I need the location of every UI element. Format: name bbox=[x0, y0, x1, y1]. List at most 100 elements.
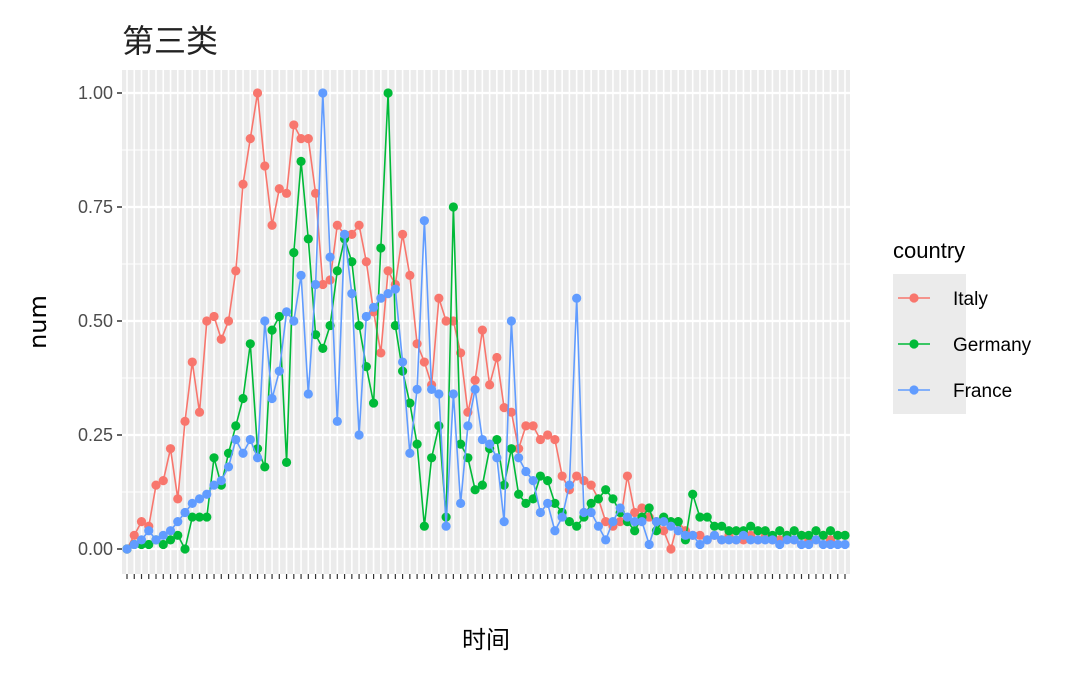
data-point bbox=[825, 526, 836, 536]
data-point bbox=[165, 526, 176, 536]
data-point bbox=[746, 535, 756, 545]
data-point bbox=[281, 307, 292, 317]
data-point bbox=[173, 530, 183, 540]
data-point bbox=[310, 188, 321, 198]
data-point bbox=[688, 489, 698, 499]
data-point bbox=[485, 439, 495, 449]
data-point bbox=[180, 544, 190, 554]
data-point bbox=[303, 134, 313, 144]
data-point bbox=[818, 530, 828, 540]
data-point bbox=[579, 507, 589, 518]
legend-item-label: Italy bbox=[953, 289, 988, 310]
data-point bbox=[310, 330, 321, 340]
data-point bbox=[680, 530, 691, 540]
data-point bbox=[289, 120, 299, 130]
data-point bbox=[521, 421, 531, 431]
data-point bbox=[412, 339, 422, 349]
data-point bbox=[644, 503, 654, 513]
y-axis-title: num bbox=[24, 295, 52, 349]
data-point bbox=[347, 257, 357, 267]
data-point bbox=[738, 530, 749, 540]
data-point bbox=[789, 526, 799, 536]
data-point bbox=[238, 448, 248, 458]
data-point bbox=[354, 220, 364, 230]
data-point bbox=[833, 539, 843, 550]
data-point bbox=[535, 434, 545, 445]
y-tick-label: 0.50 bbox=[78, 311, 113, 331]
data-point bbox=[412, 384, 422, 394]
data-point bbox=[666, 544, 676, 554]
data-point bbox=[630, 517, 640, 527]
data-point bbox=[368, 398, 379, 408]
data-point bbox=[332, 266, 342, 276]
data-point bbox=[470, 485, 480, 495]
data-point bbox=[528, 476, 538, 486]
data-point bbox=[557, 471, 567, 481]
data-point bbox=[339, 229, 350, 239]
data-point bbox=[775, 526, 785, 536]
data-point bbox=[796, 530, 807, 540]
data-point bbox=[572, 471, 582, 481]
data-point bbox=[506, 407, 516, 417]
data-point bbox=[709, 530, 720, 540]
data-point bbox=[245, 339, 255, 349]
data-point bbox=[187, 498, 197, 508]
data-point bbox=[231, 421, 241, 431]
data-point bbox=[397, 357, 408, 367]
data-point bbox=[695, 530, 705, 540]
data-point bbox=[717, 535, 727, 545]
data-point bbox=[296, 134, 306, 144]
data-point bbox=[260, 316, 270, 326]
data-point bbox=[666, 521, 676, 531]
data-point bbox=[303, 389, 313, 399]
data-point bbox=[470, 375, 480, 385]
data-point bbox=[238, 393, 248, 404]
data-point bbox=[252, 88, 263, 98]
data-point bbox=[448, 389, 458, 399]
data-point bbox=[187, 357, 197, 367]
y-tick-label: 0.75 bbox=[78, 197, 113, 217]
data-point bbox=[586, 507, 596, 518]
data-point bbox=[615, 503, 625, 513]
data-point bbox=[325, 275, 335, 285]
data-point bbox=[397, 229, 408, 239]
data-point bbox=[405, 398, 415, 408]
data-point bbox=[695, 512, 705, 522]
data-point bbox=[673, 526, 683, 536]
legend: country Italy Germany France bbox=[893, 238, 1032, 414]
data-point bbox=[267, 220, 277, 230]
data-point bbox=[223, 316, 234, 326]
data-point bbox=[165, 444, 176, 454]
data-point bbox=[129, 530, 139, 540]
data-point bbox=[419, 521, 429, 531]
data-point bbox=[267, 325, 277, 335]
data-point bbox=[651, 517, 662, 527]
data-point bbox=[833, 530, 843, 540]
data-point bbox=[789, 535, 799, 545]
y-tick-label: 0.25 bbox=[78, 425, 113, 445]
data-point bbox=[390, 284, 400, 294]
chart-title: 第三类 bbox=[122, 22, 219, 60]
data-point bbox=[136, 517, 147, 527]
data-point bbox=[543, 430, 553, 440]
data-point bbox=[180, 507, 190, 518]
data-point bbox=[673, 517, 683, 527]
data-point bbox=[274, 311, 284, 322]
data-point bbox=[543, 476, 553, 486]
data-point bbox=[622, 471, 633, 481]
data-point bbox=[543, 498, 553, 508]
data-point bbox=[579, 476, 589, 486]
data-point bbox=[521, 498, 531, 508]
data-point bbox=[144, 539, 154, 550]
legend-item-label: Germany bbox=[953, 335, 1032, 356]
x-axis bbox=[126, 574, 846, 579]
data-point bbox=[506, 316, 516, 326]
data-point bbox=[383, 289, 393, 299]
data-point bbox=[572, 293, 582, 303]
data-point bbox=[347, 289, 357, 299]
data-point bbox=[376, 243, 386, 253]
data-point bbox=[506, 444, 516, 454]
data-point bbox=[782, 535, 792, 545]
data-point bbox=[709, 521, 720, 531]
